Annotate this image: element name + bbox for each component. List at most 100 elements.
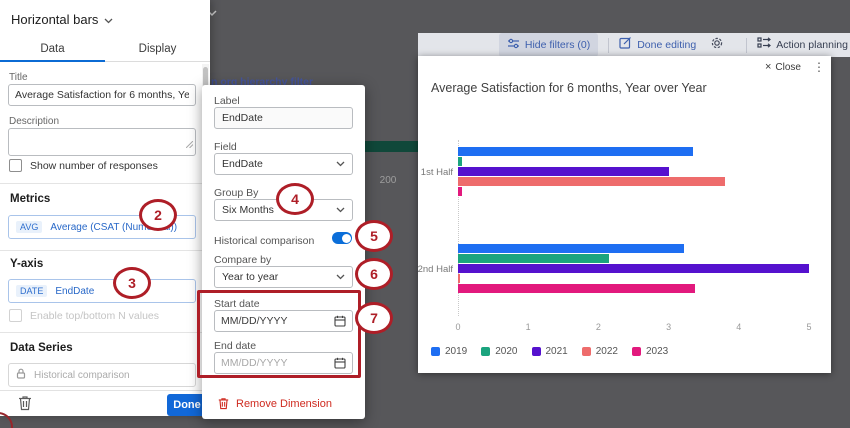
close-icon: × <box>764 60 772 73</box>
title-input[interactable] <box>8 84 196 106</box>
bar-2020 <box>458 254 609 263</box>
legend-label: 2019 <box>445 346 468 357</box>
historical-comparison-label: Historical comparison <box>214 235 315 247</box>
show-responses-checkbox[interactable] <box>9 159 22 172</box>
label-input[interactable] <box>214 107 353 129</box>
done-editing-label: Done editing <box>637 39 697 51</box>
tab-display[interactable]: Display <box>138 43 177 55</box>
label-field-label: Label <box>214 95 240 107</box>
done-editing-button[interactable]: Done editing <box>619 36 696 54</box>
panel-scrollbar-thumb[interactable] <box>203 67 208 97</box>
data-series-heading: Data Series <box>10 342 73 354</box>
group-by-select-value: Six Months <box>222 204 274 216</box>
divider <box>0 183 210 184</box>
data-series-chip[interactable]: Historical comparison <box>8 363 196 387</box>
yaxis-label: EndDate <box>55 285 95 297</box>
bar-2021 <box>458 167 669 176</box>
chart-type-label: Horizontal bars <box>11 12 99 27</box>
chart-legend: 2019 2020 2021 2022 2023 <box>431 346 668 357</box>
background-value: 200 <box>379 175 397 186</box>
field-select[interactable]: EndDate <box>214 153 353 175</box>
bar-2019 <box>458 147 694 156</box>
bar-2022 <box>458 177 725 186</box>
start-date-label: Start date <box>214 298 260 310</box>
legend-label: 2021 <box>545 346 568 357</box>
x-tick-label: 0 <box>455 322 461 332</box>
resize-handle-icon[interactable] <box>185 135 194 153</box>
bar-group: 1st Half <box>421 147 809 197</box>
action-planning-label: Action planning <box>776 39 848 51</box>
group-by-label: Group By <box>214 187 259 199</box>
legend-item[interactable]: 2020 <box>481 346 518 357</box>
x-tick-label: 1 <box>525 322 531 332</box>
calendar-icon <box>334 357 346 369</box>
delete-widget-button[interactable] <box>18 395 32 411</box>
done-button[interactable]: Done <box>167 394 207 416</box>
legend-swatch-icon <box>581 347 591 356</box>
end-date-label: End date <box>214 340 257 352</box>
description-input[interactable] <box>8 128 196 156</box>
x-tick-label: 5 <box>806 322 812 332</box>
compare-by-select[interactable]: Year to year <box>214 266 353 288</box>
trash-icon <box>218 398 229 410</box>
dimension-editor-popup: Label Field EndDate Group By Six Months … <box>202 85 365 419</box>
hide-filters-label: Hide filters (0) <box>524 39 591 51</box>
historical-comparison-toggle[interactable] <box>332 232 352 244</box>
y-axis-line <box>458 140 459 316</box>
toolbar-separator <box>608 37 610 53</box>
end-date-input[interactable]: MM/DD/YYYY <box>214 352 353 374</box>
hide-filters-button[interactable]: Hide filters (0) <box>498 33 599 57</box>
yaxis-chip[interactable]: DATE EndDate <box>8 279 196 303</box>
trash-icon <box>19 396 31 411</box>
bar-2020 <box>458 157 463 166</box>
description-field-label: Description <box>9 116 60 127</box>
metric-tag: AVG <box>16 221 43 233</box>
legend-swatch-icon <box>481 347 491 356</box>
remove-dimension-button[interactable]: Remove Dimension <box>218 397 332 410</box>
show-responses-label: Show number of responses <box>30 159 158 172</box>
start-date-input[interactable]: MM/DD/YYYY <box>214 310 353 332</box>
close-button[interactable]: × Close <box>764 60 801 73</box>
legend-item[interactable]: 2019 <box>431 346 467 357</box>
gear-icon <box>710 36 724 55</box>
chevron-down-icon <box>336 161 345 167</box>
chevron-down-icon <box>336 274 345 280</box>
top-bottom-checkbox[interactable] <box>9 309 22 322</box>
yaxis-tag: DATE <box>16 285 48 297</box>
end-date-placeholder: MM/DD/YYYY <box>221 357 288 369</box>
x-tick-label: 3 <box>666 322 672 332</box>
start-date-value: MM/DD/YYYY <box>221 315 288 327</box>
action-planning-icon <box>757 36 772 54</box>
bar-2022 <box>458 274 461 283</box>
bar-group: 2nd Half <box>418 244 809 294</box>
legend-swatch-icon <box>431 347 440 356</box>
title-field-label: Title <box>9 72 28 83</box>
kebab-menu-icon[interactable]: ⋮ <box>813 60 825 74</box>
legend-swatch-icon <box>531 347 541 356</box>
tab-data[interactable]: Data <box>0 38 105 62</box>
widget-settings-panel: Horizontal bars Data Display Title Descr… <box>0 0 210 416</box>
legend-item[interactable]: 2021 <box>531 346 568 357</box>
bar-2023 <box>458 284 695 293</box>
compare-by-select-value: Year to year <box>222 271 279 283</box>
chart-type-dropdown[interactable]: Horizontal bars <box>11 12 113 27</box>
legend-swatch-icon <box>632 347 641 356</box>
x-tick-label: 2 <box>595 322 601 332</box>
legend-label: 2023 <box>646 346 669 357</box>
field-field-label: Field <box>214 141 237 153</box>
group-by-select[interactable]: Six Months <box>214 199 353 221</box>
lock-icon <box>16 366 26 384</box>
show-responses-row: Show number of responses <box>9 159 158 172</box>
settings-gear-button[interactable] <box>710 36 724 55</box>
legend-item[interactable]: 2022 <box>581 346 618 357</box>
legend-label: 2022 <box>595 346 618 357</box>
metric-chip[interactable]: AVG Average (CSAT (Numerical)) <box>8 215 196 239</box>
x-tick-label: 4 <box>736 322 742 332</box>
divider <box>0 332 210 333</box>
remove-dimension-label: Remove Dimension <box>236 397 332 410</box>
yaxis-heading: Y-axis <box>10 258 44 270</box>
chart-title: Average Satisfaction for 6 months, Year … <box>431 81 707 95</box>
action-planning-button[interactable]: Action planning <box>757 36 848 54</box>
legend-item[interactable]: 2023 <box>632 346 668 357</box>
